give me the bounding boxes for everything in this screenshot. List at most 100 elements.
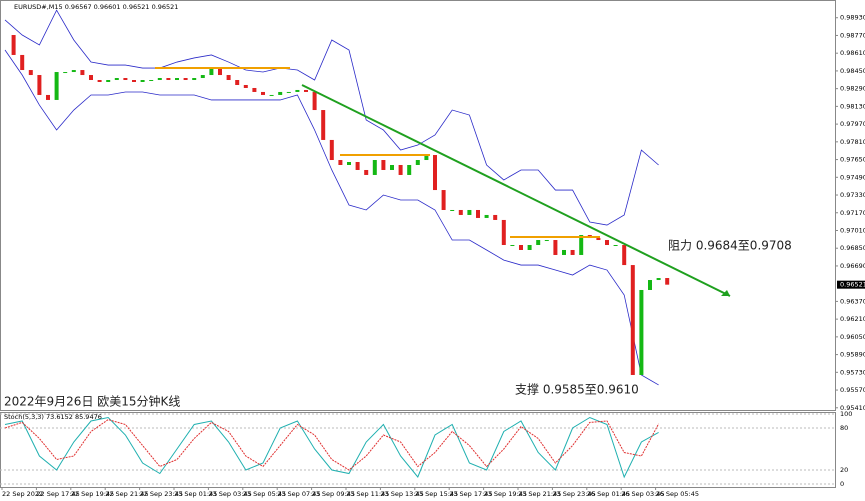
candle — [149, 80, 154, 82]
stoch-line — [4, 416, 659, 479]
stoch-tick-label: 20 — [840, 466, 848, 474]
y-tick-label: 0.97490 — [840, 173, 865, 181]
candle — [28, 70, 33, 76]
x-tick-label: 23 Sep 05:45 — [243, 490, 286, 498]
x-tick-label: 23 Sep 21:45 — [518, 490, 561, 498]
main-panel — [0, 0, 836, 411]
stoch-line — [4, 419, 660, 471]
candle — [252, 87, 257, 92]
stoch-label: Stoch(5,3,3) 73.6152 85.9476 — [4, 413, 102, 421]
candle — [54, 72, 59, 100]
y-tick-label: 0.98770 — [840, 31, 865, 39]
y-tick-label: 0.96050 — [840, 333, 865, 341]
candle — [183, 78, 188, 81]
x-tick-label: 23 Sep 15:45 — [415, 490, 458, 498]
x-tick-label: 23 Sep 07:45 — [277, 490, 320, 498]
y-tick-label: 0.95730 — [840, 368, 865, 376]
candle — [355, 162, 360, 170]
x-tick-label: 23 Sep 23:45 — [552, 490, 595, 498]
y-tick-label: 0.97970 — [840, 120, 865, 128]
candle — [544, 240, 549, 242]
candle — [390, 164, 394, 170]
y-tick-label: 0.98930 — [840, 14, 865, 22]
last-price-label: 0.96521 — [840, 281, 865, 289]
stoch-tick-label: 0 — [840, 480, 844, 488]
candle — [467, 209, 472, 215]
y-tick-label: 0.98130 — [840, 102, 865, 110]
candle — [450, 209, 455, 211]
candle — [192, 78, 197, 81]
header: EURUSD#,M15 0.96567 0.96601 0.96521 0.96… — [14, 3, 178, 11]
candle — [570, 249, 575, 255]
x-tick-label: 23 Sep 13:45 — [380, 490, 423, 498]
candle — [605, 240, 609, 246]
x-tick-label: 23 Sep 11:45 — [346, 490, 389, 498]
y-tick-label: 0.97010 — [840, 226, 865, 234]
candle — [484, 214, 489, 218]
candle — [97, 80, 102, 82]
x-tick-label: 26 Sep 05:45 — [656, 490, 699, 498]
candle — [562, 249, 566, 255]
candle — [175, 78, 179, 81]
trend-arrow — [721, 290, 730, 296]
candle — [441, 190, 446, 210]
x-tick-label: 22 Sep 21:45 — [105, 490, 148, 498]
candle — [114, 78, 119, 81]
trend-line — [301, 84, 731, 297]
candle — [295, 89, 300, 92]
candle — [613, 245, 618, 247]
x-tick-label: 26 Sep 03:45 — [621, 490, 664, 498]
candle — [235, 80, 240, 85]
candle — [123, 78, 128, 81]
candle — [140, 80, 145, 82]
last-price-box — [837, 280, 865, 289]
x-tick-label: 23 Sep 17:45 — [449, 490, 492, 498]
candle — [364, 169, 369, 175]
candle — [510, 245, 515, 247]
y-tick-label: 0.95410 — [840, 404, 865, 412]
y-tick-label: 0.95890 — [840, 351, 865, 359]
x-tick-label: 23 Sep 03:45 — [208, 490, 251, 498]
band-lower — [4, 49, 659, 386]
stoch-panel — [0, 412, 836, 488]
y-tick-label: 0.96210 — [840, 315, 865, 323]
y-tick-label: 0.97810 — [840, 138, 865, 146]
candle — [200, 75, 205, 79]
candle — [286, 91, 291, 93]
y-tick-label: 0.96850 — [840, 244, 865, 252]
candle — [433, 155, 437, 191]
candle — [11, 35, 16, 55]
x-tick-label: 23 Sep 01:45 — [174, 490, 217, 498]
x-tick-label: 23 Sep 09:45 — [312, 490, 355, 498]
x-tick-label: 26 Sep 01:45 — [587, 490, 630, 498]
candle — [407, 164, 412, 175]
candle — [536, 240, 541, 246]
candle — [304, 89, 308, 92]
candle — [476, 209, 480, 218]
candle — [278, 91, 283, 95]
candle — [132, 80, 136, 82]
candle — [63, 72, 68, 74]
y-tick-label: 0.97170 — [840, 209, 865, 217]
candle — [37, 75, 42, 95]
x-tick-label: 22 Sep 17:45 — [36, 490, 79, 498]
candle — [656, 278, 661, 281]
candle — [218, 68, 222, 76]
x-tick-label: 22 Sep 23:45 — [140, 490, 183, 498]
candle — [415, 160, 420, 165]
y-tick-label: 0.97330 — [840, 191, 865, 199]
x-tick-label: 22 Sep 2022 — [2, 490, 43, 498]
chart-title: 2022年9月26日 欧美15分钟K线 — [4, 394, 180, 409]
candle — [71, 70, 76, 73]
candle — [166, 78, 171, 81]
y-tick-label: 0.95570 — [840, 386, 865, 394]
stoch-tick-label: 80 — [840, 424, 848, 432]
candle — [527, 245, 532, 250]
candle — [261, 91, 265, 95]
y-tick-label: 0.98610 — [840, 49, 865, 57]
candle — [630, 265, 635, 375]
y-tick-label: 0.97650 — [840, 156, 865, 164]
candle — [639, 289, 644, 375]
